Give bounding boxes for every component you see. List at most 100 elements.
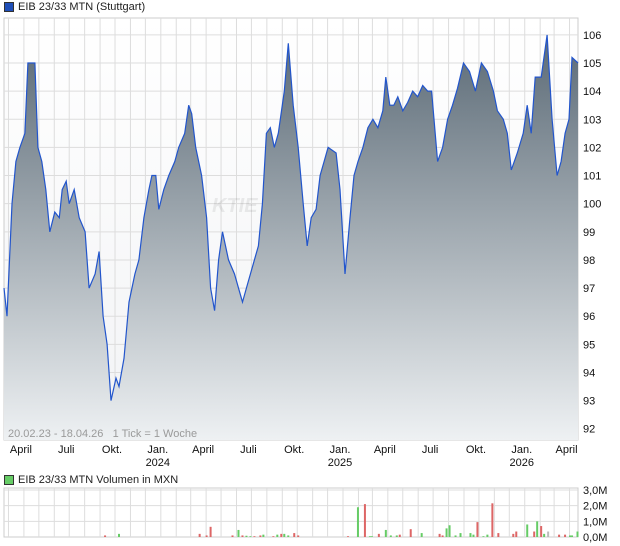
volume-y-tick-label: 2,0M	[583, 501, 607, 513]
volume-bar	[491, 503, 494, 537]
y-tick-label: 103	[583, 114, 601, 126]
volume-bar	[241, 535, 244, 537]
volume-bar	[198, 533, 201, 537]
volume-bar	[409, 529, 412, 537]
volume-legend-label: EIB 23/33 MTN Volumen in MXN	[18, 474, 179, 486]
volume-bar	[363, 504, 366, 537]
volume-bar	[272, 536, 275, 537]
volume-bar	[280, 533, 283, 537]
volume-bar	[576, 531, 579, 537]
volume-y-tick-label: 3,0M	[583, 485, 607, 497]
volume-bar	[476, 522, 479, 537]
volume-bar	[526, 524, 529, 537]
volume-bar	[117, 533, 120, 537]
volume-bar	[384, 529, 387, 537]
volume-bar	[445, 528, 448, 537]
volume-bar	[231, 535, 234, 537]
volume-bar	[356, 507, 359, 537]
volume-bar	[276, 534, 279, 537]
volume-bar	[389, 535, 392, 537]
volume-bar	[472, 534, 475, 537]
y-tick-label: 100	[583, 199, 601, 211]
volume-bar	[564, 534, 567, 537]
x-tick-label: Jan.	[511, 444, 532, 456]
volume-bar	[205, 535, 208, 537]
volume-y-tick-label: 1,0M	[583, 516, 607, 528]
y-tick-label: 101	[583, 171, 601, 183]
volume-bar	[540, 526, 543, 537]
volume-bar	[377, 533, 380, 537]
price-legend-label: EIB 23/33 MTN (Stuttgart)	[18, 1, 146, 13]
volume-bar	[398, 534, 401, 537]
volume-bar	[209, 526, 212, 537]
x-tick-label: April	[556, 444, 578, 456]
y-tick-label: 97	[583, 283, 595, 295]
volume-bar	[558, 534, 561, 537]
x-tick-label: April	[10, 444, 32, 456]
y-tick-label: 104	[583, 86, 601, 98]
volume-bar	[293, 533, 296, 537]
x-tick-label: Okt.	[284, 444, 304, 456]
volume-bar	[283, 533, 286, 537]
y-tick-label: 95	[583, 339, 595, 351]
y-tick-label: 92	[583, 424, 595, 436]
y-tick-label: 106	[583, 30, 601, 42]
x-tick-label: Jan.	[330, 444, 351, 456]
volume-bar	[448, 525, 451, 537]
volume-bar	[245, 535, 248, 537]
x-tick-label: Juli	[422, 444, 439, 456]
volume-bar	[420, 533, 423, 537]
volume-bar	[368, 536, 371, 537]
volume-bar	[253, 536, 256, 537]
volume-bar	[547, 531, 550, 537]
x-tick-label: April	[374, 444, 396, 456]
volume-y-tick-label: 0,0M	[583, 532, 607, 544]
volume-bar	[543, 533, 546, 537]
volume-bar	[259, 535, 262, 537]
price-line	[3, 34, 579, 401]
y-tick-label: 96	[583, 311, 595, 323]
volume-bar	[569, 535, 572, 537]
volume-bar	[237, 529, 240, 537]
x-tick-label: Okt.	[466, 444, 486, 456]
volume-bar	[262, 534, 265, 537]
x-tick-year: 2025	[328, 457, 352, 469]
volume-bar	[486, 534, 489, 537]
volume-bar	[287, 535, 290, 537]
volume-bar	[515, 531, 518, 537]
x-tick-label: Jan.	[147, 444, 168, 456]
volume-bar	[469, 533, 472, 537]
price-legend: EIB 23/33 MTN (Stuttgart)	[4, 1, 145, 13]
tick-info: 1 Tick = 1 Woche	[112, 428, 198, 440]
x-tick-label: Okt.	[102, 444, 122, 456]
volume-legend-swatch	[4, 475, 14, 485]
x-tick-year: 2026	[509, 457, 533, 469]
volume-bar	[297, 535, 300, 537]
x-tick-label: April	[192, 444, 214, 456]
volume-bar	[454, 535, 457, 537]
x-tick-label: Juli	[240, 444, 257, 456]
x-tick-label: Juli	[58, 444, 75, 456]
volume-bar	[438, 533, 441, 537]
volume-bar	[441, 535, 444, 537]
y-tick-label: 102	[583, 142, 601, 154]
price-legend-swatch	[4, 2, 14, 12]
volume-bar	[459, 533, 462, 537]
volume-bar	[536, 521, 539, 537]
volume-bar	[395, 535, 398, 537]
volume-bar	[249, 536, 252, 537]
price-area	[4, 34, 578, 441]
y-tick-label: 94	[583, 367, 595, 379]
volume-bar	[571, 535, 574, 537]
volume-bar	[533, 531, 536, 537]
y-tick-label: 99	[583, 227, 595, 239]
volume-bar	[104, 535, 107, 537]
volume-bar	[347, 536, 350, 537]
watermark: KTIE	[212, 195, 258, 217]
chart-footer: 20.02.23 - 18.04.26 1 Tick = 1 Woche	[8, 428, 197, 440]
x-tick-year: 2024	[146, 457, 170, 469]
volume-bar	[370, 536, 373, 537]
volume-bar	[512, 533, 515, 537]
